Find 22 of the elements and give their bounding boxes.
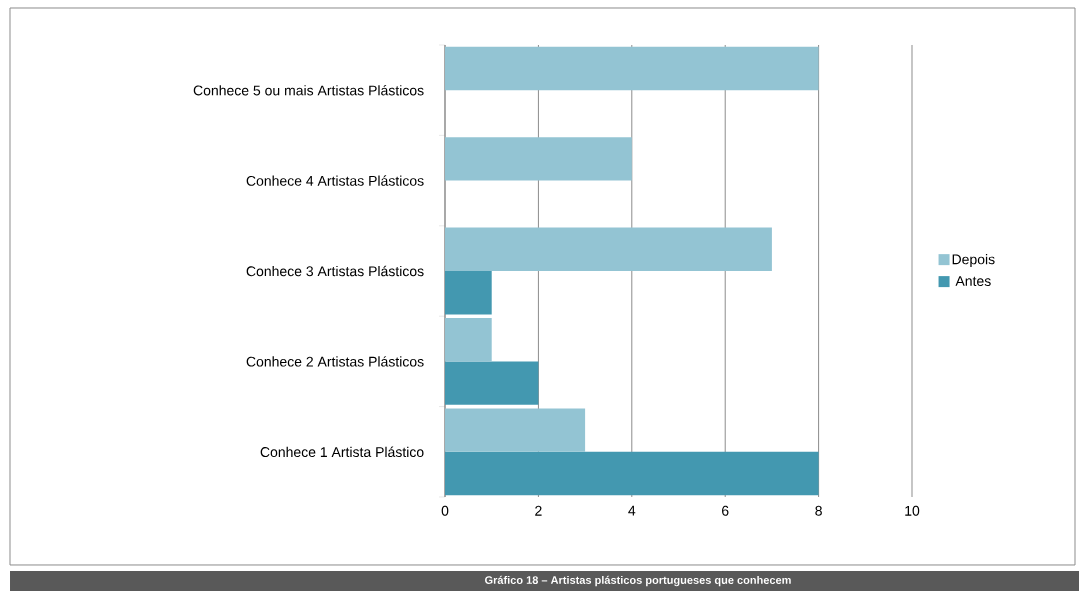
text: Gráfico 18 – Artistas plásticos portugueses que conhecem	[485, 575, 791, 587]
bar	[445, 270, 492, 315]
x-tick-label: 8	[815, 505, 822, 516]
legend-label: Antes	[955, 276, 991, 287]
x-tick-label: 2	[535, 505, 542, 516]
x-tick-label: 10	[905, 505, 920, 516]
y-tick-label: Conhece 3 Artistas Plásticos	[246, 265, 424, 277]
legend-label: Depois	[952, 254, 995, 268]
y-tick-label: Conhece 2 Artistas Plásticos	[246, 356, 424, 367]
y-tick-label: Conhece 1 Artista Plástico	[260, 446, 424, 458]
bar	[445, 318, 492, 362]
bar	[445, 361, 539, 405]
bar	[445, 451, 819, 496]
bar	[445, 46, 819, 91]
x-tick-label: 4	[628, 505, 636, 516]
bar	[445, 408, 586, 452]
y-tick-label: Conhece 4 Artistas Plásticos	[246, 175, 424, 186]
x-tick-label: 6	[722, 505, 729, 516]
bar	[445, 227, 772, 271]
x-tick-label: 0	[441, 505, 449, 516]
y-tick-label: Conhece 5 ou mais Artistas Plásticos	[193, 84, 424, 96]
bar	[445, 137, 632, 181]
